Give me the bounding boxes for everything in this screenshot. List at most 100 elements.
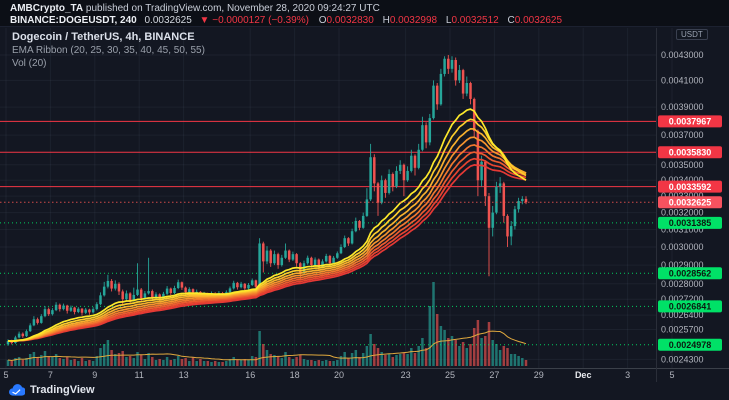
symbol-line: BINANCE:DOGEUSDT, 240 0.0032625 ▼ −0.000… xyxy=(10,15,729,26)
time-axis-label: 25 xyxy=(445,370,455,380)
close-label: C xyxy=(507,15,515,26)
volume-bar xyxy=(339,356,343,366)
candle-body xyxy=(6,341,10,345)
resistance-price-chip xyxy=(658,180,722,193)
candle-body xyxy=(495,186,498,213)
candle-body xyxy=(450,59,454,69)
volume-bar xyxy=(80,358,84,366)
candle-body xyxy=(461,70,465,94)
candle-body xyxy=(343,238,346,247)
volume-bar xyxy=(158,359,161,366)
candle-body xyxy=(517,201,520,210)
time-axis-label: 5 xyxy=(3,370,8,380)
candle-body xyxy=(432,85,435,119)
volume-bar xyxy=(236,360,239,366)
price-axis-label: 0.0035000 xyxy=(661,160,704,170)
time-axis-label: 16 xyxy=(245,370,255,380)
candle-body xyxy=(147,291,150,294)
volume-series xyxy=(6,282,528,366)
candle-body xyxy=(354,220,358,232)
volume-bar xyxy=(47,356,50,366)
volume-bar xyxy=(202,361,206,366)
volume-bar xyxy=(432,282,435,366)
candle-body xyxy=(110,280,113,289)
time-axis-label: 23 xyxy=(401,370,411,380)
candle-body xyxy=(321,261,324,267)
candle-body xyxy=(273,254,276,264)
volume-bar xyxy=(321,361,324,366)
candle-body xyxy=(513,209,517,227)
price-axis-label: 0.0031000 xyxy=(661,225,704,235)
candle-body xyxy=(25,331,28,337)
tradingview-logo[interactable]: TradingView xyxy=(8,383,95,397)
candle-body xyxy=(417,149,420,168)
volume-bar xyxy=(262,344,265,366)
volume-bar xyxy=(114,354,117,366)
author-name: AMBCrypto_TA xyxy=(10,3,84,14)
candle-body xyxy=(91,309,95,313)
volume-bar xyxy=(36,357,39,366)
volume-bar xyxy=(95,356,99,366)
chart-legend: Dogecoin / TetherUS, 4h, BINANCE EMA Rib… xyxy=(12,31,205,70)
candle-body xyxy=(447,58,450,69)
volume-bar xyxy=(121,351,124,366)
volume-bar xyxy=(269,354,272,366)
candle-body xyxy=(369,157,372,200)
volume-bar xyxy=(458,346,461,366)
candle-body xyxy=(472,98,476,131)
candle-body xyxy=(17,333,21,338)
candle-body xyxy=(184,287,187,293)
volume-bar xyxy=(217,362,221,366)
volume-bar xyxy=(169,360,173,366)
volume-bar xyxy=(336,360,339,366)
volume-bar xyxy=(402,353,406,366)
time-axis-label: 5 xyxy=(669,370,674,380)
volume-bar xyxy=(306,360,309,366)
volume-bar xyxy=(291,359,295,366)
volume-ma-line xyxy=(7,330,527,362)
candle-body xyxy=(521,198,524,202)
price-axis-label: 0.0039000 xyxy=(661,102,704,112)
volume-bar xyxy=(280,358,284,366)
volume-bar xyxy=(84,361,87,366)
candle-body xyxy=(373,157,376,184)
candle-body xyxy=(406,170,409,181)
support-price-chip xyxy=(658,338,722,351)
volume-bar xyxy=(162,360,165,366)
volume-bar xyxy=(332,361,335,366)
support-price-chip-label: 0.0028562 xyxy=(669,268,712,278)
volume-bar xyxy=(302,359,306,366)
volume-bar xyxy=(6,360,10,366)
candle-body xyxy=(173,287,176,294)
candle-body xyxy=(40,316,43,323)
volume-bar xyxy=(221,362,224,366)
legend-ema-ribbon: EMA Ribbon (20, 25, 30, 35, 40, 45, 50, … xyxy=(12,45,205,56)
last-price: 0.0032625 xyxy=(144,15,192,26)
volume-bar xyxy=(210,362,213,366)
candle-body xyxy=(62,305,65,310)
volume-bar xyxy=(180,359,184,366)
volume-bar xyxy=(14,358,17,366)
candle-body xyxy=(498,183,502,187)
volume-bar xyxy=(213,361,217,366)
close-value: 0.0032625 xyxy=(514,15,563,26)
price-axis-label: 0.0041000 xyxy=(661,75,704,85)
volume-bar xyxy=(358,357,361,366)
open-label: O xyxy=(318,15,327,26)
volume-bar xyxy=(73,359,76,366)
price-axis-label: 0.0033000 xyxy=(661,191,704,201)
candle-body xyxy=(236,282,239,288)
volume-bar xyxy=(199,359,202,366)
ema-line-50 xyxy=(7,157,527,342)
candle-body xyxy=(339,246,343,254)
candle-body xyxy=(491,212,494,228)
volume-bar xyxy=(17,357,21,366)
volume-bar xyxy=(136,352,139,366)
volume-bar xyxy=(502,346,506,366)
volume-bar xyxy=(406,354,409,366)
volume-bar xyxy=(117,353,121,366)
volume-bar xyxy=(184,358,187,366)
candle-body xyxy=(254,280,258,287)
